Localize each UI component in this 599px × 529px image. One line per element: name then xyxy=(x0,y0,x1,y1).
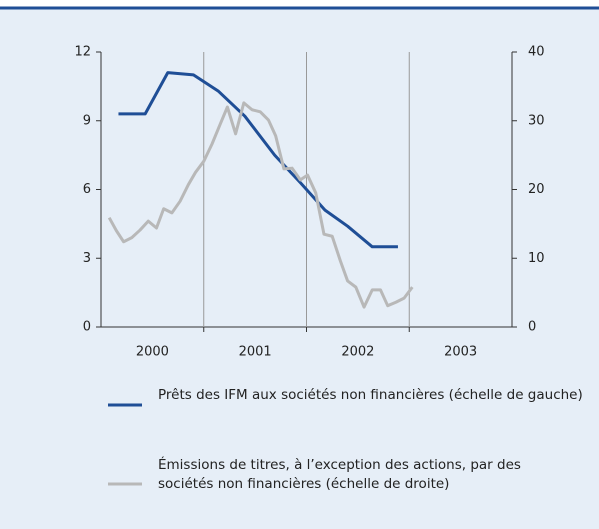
y2-tick-label: 20 xyxy=(528,182,545,197)
legend-label: Prêts des IFM aux sociétés non financièr… xyxy=(158,387,583,403)
y2-tick-label: 30 xyxy=(528,113,545,128)
background xyxy=(0,9,599,529)
series-line xyxy=(107,101,414,309)
legend-label: Émissions de titres, à l’exception des a… xyxy=(158,457,521,492)
y-tick-label: 12 xyxy=(74,45,91,60)
x-tick-label: 2000 xyxy=(136,345,169,360)
y-tick-label: 0 xyxy=(83,320,91,335)
y2-tick-label: 0 xyxy=(528,320,536,335)
y-tick-label: 6 xyxy=(83,182,91,197)
x-tick-label: 2002 xyxy=(341,345,374,360)
y-tick-label: 3 xyxy=(83,251,91,266)
series-line xyxy=(118,71,398,249)
y2-tick-label: 40 xyxy=(528,45,545,60)
x-tick-label: 2001 xyxy=(239,345,272,360)
x-tick-label: 2003 xyxy=(444,345,477,360)
y2-tick-label: 10 xyxy=(528,251,545,266)
y-tick-label: 9 xyxy=(83,113,91,128)
